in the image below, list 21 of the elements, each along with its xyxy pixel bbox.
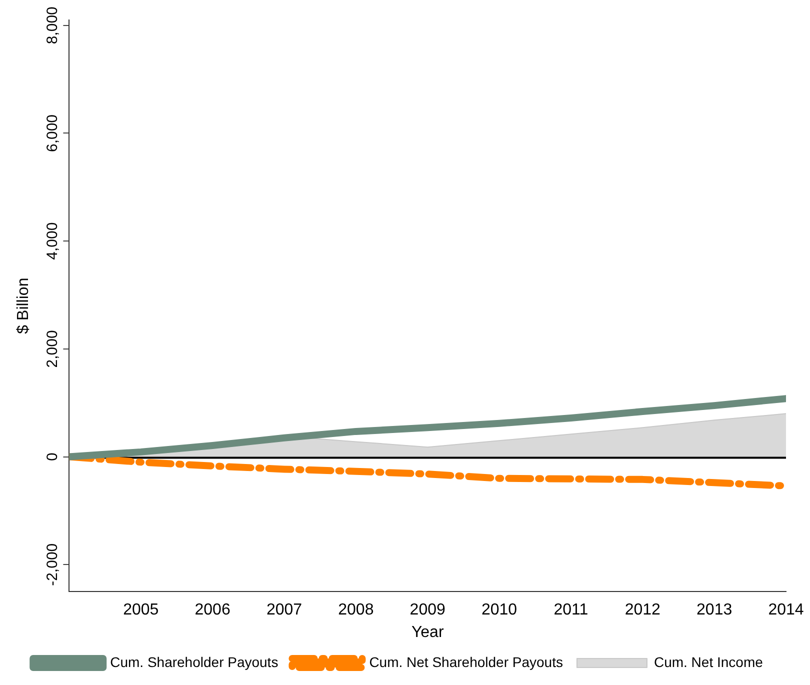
- y-tick-label: 4,000: [44, 222, 61, 260]
- x-tick-label: 2014: [768, 602, 804, 619]
- y-tick-label: 2,000: [44, 330, 61, 368]
- x-tick-label: 2012: [624, 602, 661, 619]
- x-tick-label: 2013: [696, 602, 732, 619]
- legend-label: Cum. Net Income: [654, 654, 764, 670]
- x-tick-label: 2011: [554, 602, 588, 619]
- y-tick-label: -2,000: [44, 543, 61, 586]
- x-tick-label: 2007: [266, 602, 302, 619]
- x-tick-label: 2006: [194, 602, 230, 619]
- x-axis-title: Year: [411, 624, 444, 641]
- y-tick-label: 8,000: [44, 6, 61, 44]
- x-tick-label: 2009: [410, 602, 446, 619]
- x-tick-label: 2010: [481, 602, 518, 619]
- legend-label: Cum. Net Shareholder Payouts: [369, 654, 563, 670]
- legend-label: Cum. Shareholder Payouts: [110, 654, 278, 670]
- y-axis-title: $ Billion: [15, 278, 32, 334]
- y-tick-label: 0: [44, 452, 61, 461]
- x-tick-label: 2008: [338, 602, 374, 619]
- x-tick-label: 2005: [123, 602, 159, 619]
- y-tick-label: 6,000: [44, 114, 61, 152]
